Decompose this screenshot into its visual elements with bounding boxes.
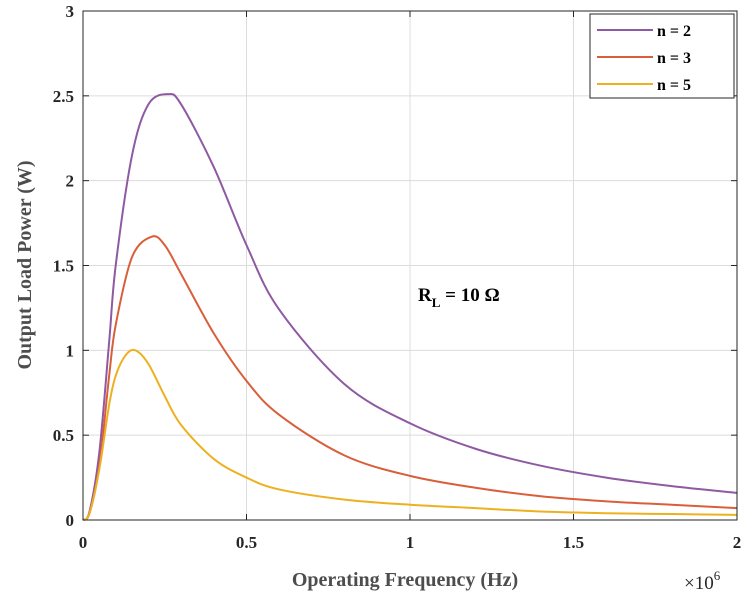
y-tick-label: 0.5 bbox=[53, 426, 74, 445]
y-axis-title: Output Load Power (W) bbox=[14, 160, 36, 369]
axis-ticks: 0 0.5 1 1.5 2 0 0.5 1 1.5 2 2.5 3 bbox=[53, 2, 741, 552]
series-line-2 bbox=[82, 235, 738, 521]
x-tick-label: 1 bbox=[406, 533, 415, 552]
series-line-3 bbox=[82, 348, 738, 521]
y-tick-label: 1 bbox=[66, 341, 75, 360]
y-tick-label: 2 bbox=[66, 172, 75, 191]
rl-annotation-rest: = 10 Ω bbox=[440, 285, 499, 306]
legend-label-3: n = 5 bbox=[657, 77, 691, 94]
rl-annotation: RL = 10 Ω bbox=[418, 285, 500, 310]
x-axis-exponent: ×106 bbox=[684, 568, 721, 594]
x-tick-label: 1.5 bbox=[563, 533, 584, 552]
x-tick-label: 0.5 bbox=[236, 533, 257, 552]
y-tick-label: 1.5 bbox=[53, 257, 74, 276]
legend: n = 2 n = 3 n = 5 bbox=[589, 13, 735, 99]
legend-label-2: n = 3 bbox=[657, 50, 691, 67]
rl-annotation-main: R bbox=[418, 285, 432, 306]
x-axis-exponent-base: ×10 bbox=[684, 573, 714, 594]
x-axis-title: Operating Frequency (Hz) bbox=[292, 569, 518, 591]
x-tick-label: 2 bbox=[733, 533, 741, 552]
rl-annotation-sub: L bbox=[432, 295, 441, 310]
x-tick-label: 0 bbox=[79, 533, 88, 552]
y-tick-label: 0 bbox=[66, 511, 75, 530]
series-line-1 bbox=[82, 93, 738, 521]
legend-label-1: n = 2 bbox=[657, 23, 691, 40]
y-tick-label: 3 bbox=[66, 2, 75, 21]
y-tick-label: 2.5 bbox=[53, 87, 74, 106]
x-axis-exponent-power: 6 bbox=[714, 568, 721, 583]
series-lines bbox=[82, 93, 738, 521]
